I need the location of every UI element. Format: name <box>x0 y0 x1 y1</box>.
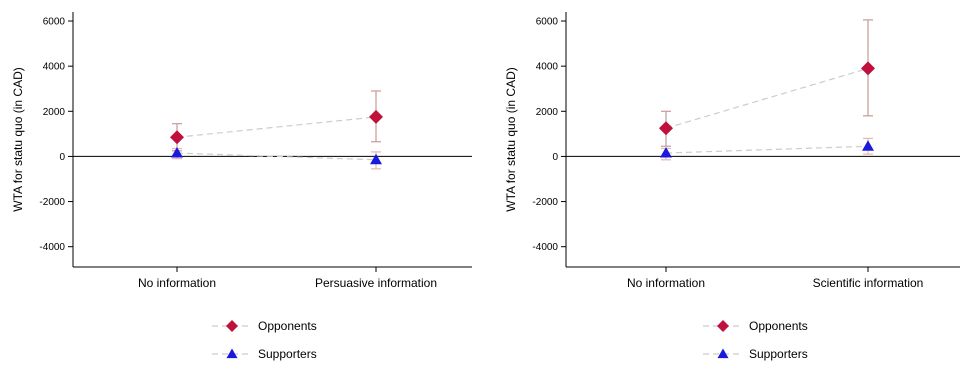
data-point-opponents <box>659 121 673 136</box>
y-tick-label: 6000 <box>43 17 66 28</box>
legend-triangle-icon <box>226 348 238 359</box>
data-point-opponents <box>170 130 184 145</box>
y-tick-label: -2000 <box>532 197 558 208</box>
y-tick-label: 0 <box>59 152 65 163</box>
series-connector-line <box>665 67 869 129</box>
data-point-supporters <box>370 153 382 165</box>
legend-label: Supporters <box>749 347 808 361</box>
x-tick-label: No information <box>138 276 216 290</box>
y-axis-title: WTA for statu quo (in CAD) <box>504 67 518 212</box>
legend-diamond-icon <box>717 320 729 332</box>
data-point-opponents <box>369 109 383 124</box>
legend-label: Opponents <box>258 319 317 333</box>
legend-diamond-icon <box>226 320 238 332</box>
y-tick-label: -4000 <box>39 242 65 253</box>
series-connector-line <box>665 145 869 154</box>
x-tick-label: No information <box>627 276 705 290</box>
data-point-supporters <box>171 147 183 158</box>
legend: Opponents Supporters <box>212 319 317 361</box>
y-tick-label: -2000 <box>39 197 65 208</box>
y-tick-label: -4000 <box>532 242 558 253</box>
legend: Opponents Supporters <box>703 319 808 361</box>
y-tick-label: 2000 <box>536 107 559 118</box>
y-tick-label: 4000 <box>43 62 66 73</box>
chart-panel-2: 6000 4000 2000 0 -2000 -4000 No information Sci… <box>504 12 960 361</box>
y-tick-label: 2000 <box>43 107 66 118</box>
x-tick-label: Scientific information <box>813 276 924 290</box>
data-point-supporters <box>660 147 672 158</box>
y-tick-label: 4000 <box>536 62 559 73</box>
data-point-opponents <box>861 61 875 76</box>
legend-label: Opponents <box>749 319 808 333</box>
y-tick-label: 0 <box>552 152 558 163</box>
data-point-supporters <box>862 140 874 151</box>
legend-triangle-icon <box>717 348 729 359</box>
series-connector-line <box>176 116 377 138</box>
y-tick-label: 6000 <box>536 17 559 28</box>
chart-panel-1: 6000 4000 2000 0 -2000 -4000 No information Per… <box>11 12 472 361</box>
legend-label: Supporters <box>258 347 317 361</box>
x-tick-label: Persuasive information <box>315 276 437 290</box>
y-axis-title: WTA for statu quo (in CAD) <box>11 67 25 212</box>
series-connector-line <box>176 152 377 161</box>
